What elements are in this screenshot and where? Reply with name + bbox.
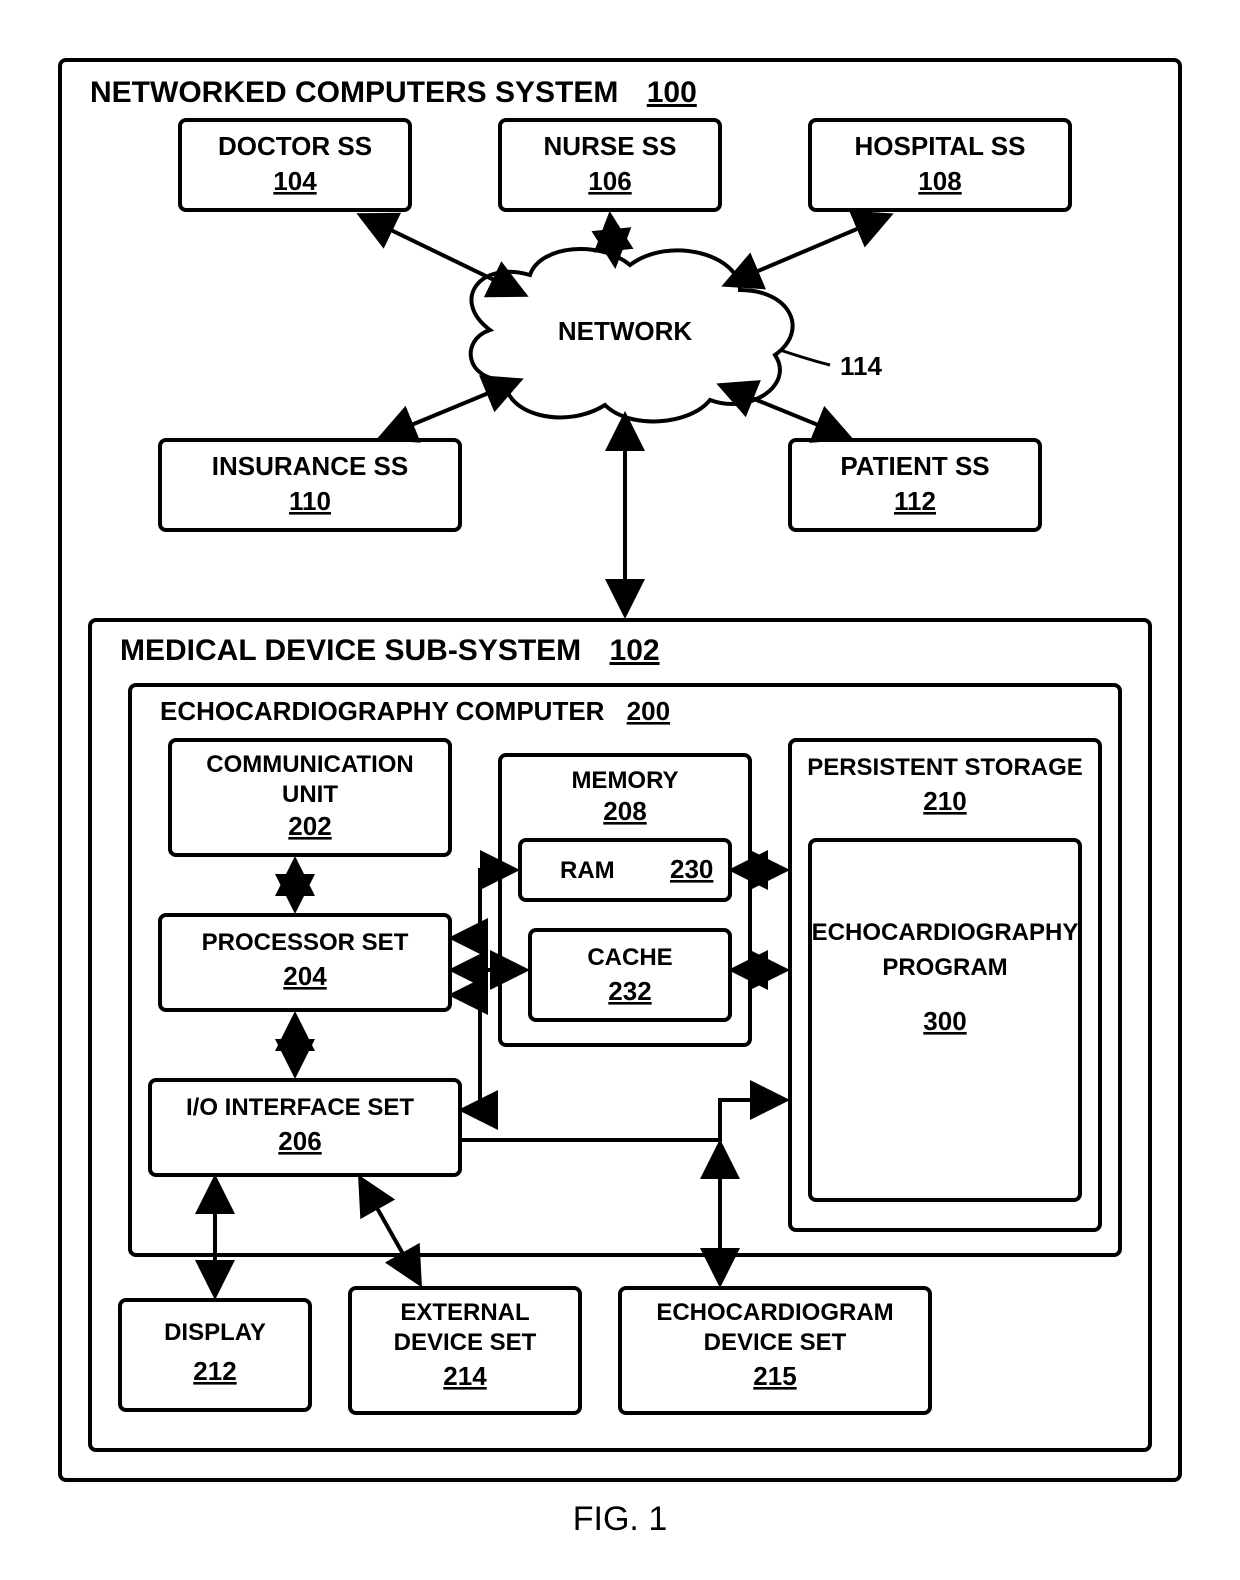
doctor-box: DOCTOR SS 104	[180, 120, 410, 210]
display-box: DISPLAY 212	[120, 1300, 310, 1410]
io-label: I/O INTERFACE SET	[186, 1094, 414, 1121]
nurse-label: NURSE SS	[544, 131, 677, 161]
memory-box: MEMORY 208 RAM 230 CACHE 232	[500, 755, 750, 1045]
extdev-box: EXTERNAL DEVICE SET 214	[350, 1288, 580, 1413]
io-box: I/O INTERFACE SET 206	[150, 1080, 460, 1175]
figure-label: FIG. 1	[573, 1500, 667, 1538]
persist-label: PERSISTENT STORAGE	[807, 754, 1083, 781]
comm-label1: COMMUNICATION	[206, 751, 414, 778]
comm-box: COMMUNICATION UNIT 202	[170, 740, 450, 855]
hospital-box: HOSPITAL SS 108	[810, 120, 1070, 210]
program-label1: ECHOCARDIOGRAPHY	[812, 919, 1079, 946]
system-title: NETWORKED COMPUTERS SYSTEM	[90, 76, 618, 109]
insurance-label: INSURANCE SS	[212, 451, 408, 481]
display-label: DISPLAY	[164, 1319, 266, 1346]
svg-text:NETWORKED COMPUTERS SYSTEM 10: NETWORKED COMPUTERS SYSTEM 100	[90, 76, 697, 109]
nurse-box: NURSE SS 106	[500, 120, 720, 210]
persist-num: 210	[923, 786, 966, 816]
io-num: 206	[278, 1126, 321, 1156]
ram-num: 230	[670, 854, 713, 884]
cache-label: CACHE	[587, 944, 672, 971]
cache-num: 232	[608, 976, 651, 1006]
persist-box: PERSISTENT STORAGE 210 ECHOCARDIOGRAPHY …	[790, 740, 1100, 1230]
echodev-num: 215	[753, 1361, 796, 1391]
computer-num: 200	[627, 696, 670, 726]
patient-num: 112	[894, 486, 936, 516]
insurance-box: INSURANCE SS 110	[160, 440, 460, 530]
nurse-num: 106	[588, 166, 631, 196]
subsystem-title: MEDICAL DEVICE SUB-SYSTEM	[120, 634, 581, 667]
doctor-num: 104	[273, 166, 317, 196]
memory-label: MEMORY	[571, 767, 678, 794]
ram-box: RAM 230	[520, 840, 730, 900]
system-num: 100	[647, 76, 697, 109]
subsystem-num: 102	[610, 634, 660, 667]
proc-label: PROCESSOR SET	[202, 929, 409, 956]
network-num: 114	[840, 351, 882, 381]
doctor-label: DOCTOR SS	[218, 131, 372, 161]
patient-box: PATIENT SS 112	[790, 440, 1040, 530]
program-label2: PROGRAM	[882, 954, 1007, 981]
extdev-num: 214	[443, 1361, 487, 1391]
svg-text:MEDICAL DEVICE SUB-SYSTEM 10: MEDICAL DEVICE SUB-SYSTEM 102	[120, 634, 660, 667]
cache-box: CACHE 232	[530, 930, 730, 1020]
diagram-canvas: NETWORKED COMPUTERS SYSTEM 100 DOCTOR SS…	[20, 20, 1220, 1560]
hospital-num: 108	[918, 166, 961, 196]
display-num: 212	[193, 1356, 236, 1386]
extdev-label1: EXTERNAL	[400, 1299, 529, 1326]
hospital-label: HOSPITAL SS	[855, 131, 1026, 161]
computer-title: ECHOCARDIOGRAPHY COMPUTER	[160, 696, 605, 726]
memory-num: 208	[603, 796, 646, 826]
proc-num: 204	[283, 961, 327, 991]
ram-label: RAM	[560, 857, 615, 884]
comm-label2: UNIT	[282, 781, 338, 808]
echodev-label2: DEVICE SET	[704, 1329, 847, 1356]
extdev-label2: DEVICE SET	[394, 1329, 537, 1356]
echodev-label1: ECHOCARDIOGRAM	[656, 1299, 893, 1326]
comm-num: 202	[288, 811, 331, 841]
patient-label: PATIENT SS	[840, 451, 989, 481]
program-box: ECHOCARDIOGRAPHY PROGRAM 300	[810, 840, 1080, 1200]
program-num: 300	[923, 1006, 966, 1036]
insurance-num: 110	[289, 486, 331, 516]
echodev-box: ECHOCARDIOGRAM DEVICE SET 215	[620, 1288, 930, 1413]
svg-text:ECHOCARDIOGRAPHY COMPUTER 20: ECHOCARDIOGRAPHY COMPUTER 200	[160, 696, 670, 726]
proc-box: PROCESSOR SET 204	[160, 915, 450, 1010]
network-label: NETWORK	[558, 316, 693, 346]
